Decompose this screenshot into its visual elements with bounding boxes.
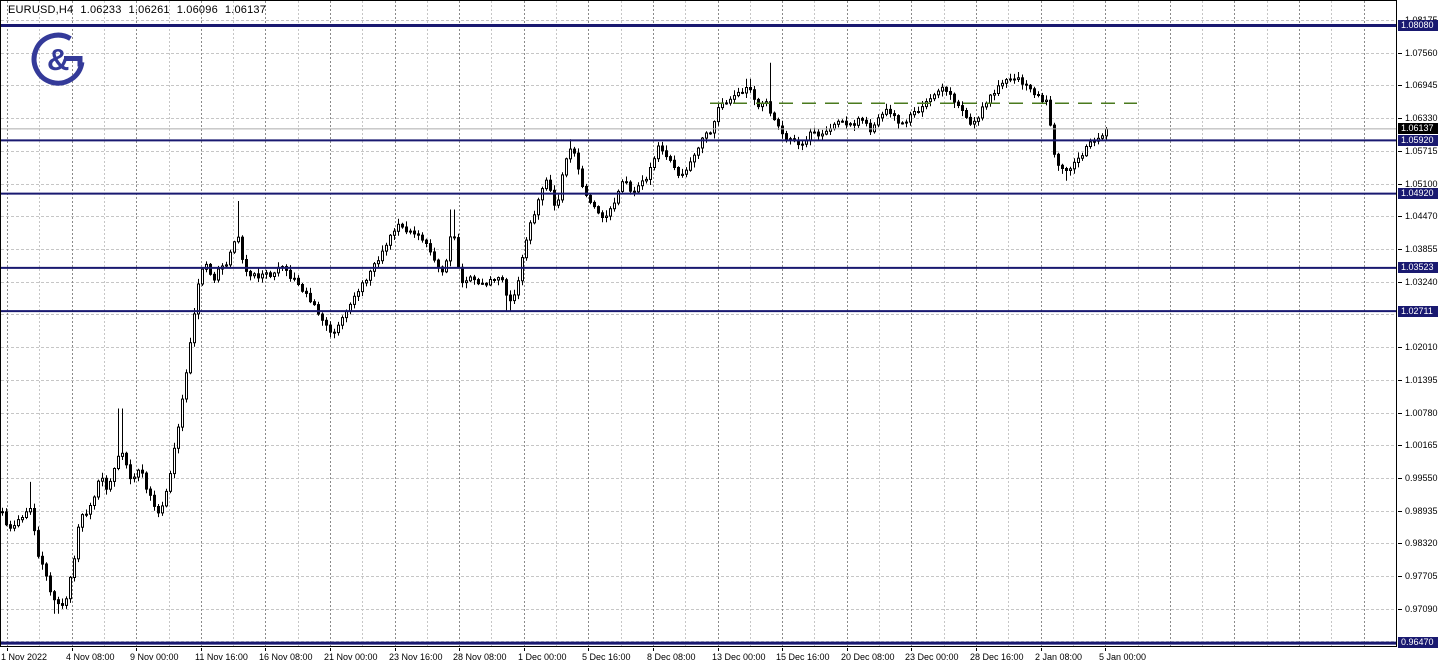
ohlc-low-value: 1.06096 xyxy=(176,4,218,16)
time-tick-mark xyxy=(136,648,137,651)
time-tick-label: 28 Dec 16:00 xyxy=(970,652,1024,662)
time-tick-mark xyxy=(330,648,331,651)
time-tick-mark xyxy=(524,648,525,651)
price-tick-label: 1.03240 xyxy=(1405,277,1438,287)
price-tick-label: 0.99550 xyxy=(1405,473,1438,483)
price-tick-mark xyxy=(1398,380,1402,381)
price-tick-mark xyxy=(1398,445,1402,446)
time-tick-label: 11 Nov 16:00 xyxy=(195,652,248,662)
ohlc-open-value: 1.06233 xyxy=(80,4,122,16)
price-level-label: 1.03523 xyxy=(1398,262,1438,273)
time-tick-label: 1 Nov 2022 xyxy=(1,652,48,662)
price-tick-label: 1.00780 xyxy=(1405,408,1438,418)
price-tick-label: 0.97705 xyxy=(1405,571,1438,581)
time-tick-label: 5 Jan 00:00 xyxy=(1099,652,1147,662)
price-level-label: 1.05920 xyxy=(1398,135,1438,146)
price-tick-label: 1.00165 xyxy=(1405,440,1438,450)
broker-logo-icon: & xyxy=(31,32,85,86)
candlestick-chart[interactable] xyxy=(0,0,1397,647)
time-tick-mark xyxy=(847,648,848,651)
time-tick-mark xyxy=(653,648,654,651)
time-axis[interactable]: 1 Nov 2022 4 Nov 08:00 9 Nov 00:00 11 Nov 1… xyxy=(0,648,1438,671)
price-tick-label: 1.01395 xyxy=(1405,375,1438,385)
price-tick-mark xyxy=(1398,478,1402,479)
price-level-label: 0.96470 xyxy=(1398,637,1438,648)
price-tick-label: 0.97090 xyxy=(1405,604,1438,614)
time-tick-mark xyxy=(459,648,460,651)
price-tick-mark xyxy=(1398,53,1402,54)
price-tick-mark xyxy=(1398,543,1402,544)
time-tick-mark xyxy=(72,648,73,651)
price-tick-mark xyxy=(1398,282,1402,283)
current-price-label: 1.06137 xyxy=(1398,123,1438,134)
symbol-timeframe-label: EURUSD,H4 xyxy=(8,4,74,16)
price-tick-mark xyxy=(1398,216,1402,217)
price-tick-mark xyxy=(1398,609,1402,610)
ohlc-close-value: 1.06137 xyxy=(224,4,267,16)
price-tick-mark xyxy=(1398,184,1402,185)
time-tick-label: 16 Nov 08:00 xyxy=(259,652,313,662)
time-tick-label: 20 Dec 08:00 xyxy=(841,652,895,662)
price-tick-label: 0.98935 xyxy=(1405,506,1438,516)
chart-title: EURUSD,H4 1.06233 1.06261 1.06096 1.06137 xyxy=(8,4,273,16)
time-tick-mark xyxy=(395,648,396,651)
price-tick-label: 1.03855 xyxy=(1405,244,1438,254)
logo-ampersand: & xyxy=(47,42,69,77)
price-tick-label: 1.06330 xyxy=(1405,113,1438,123)
price-tick-label: 1.06945 xyxy=(1405,80,1438,90)
time-tick-label: 23 Nov 16:00 xyxy=(389,652,443,662)
chart-plot-area[interactable]: EURUSD,H4 1.06233 1.06261 1.06096 1.06137 & xyxy=(0,0,1397,647)
time-tick-mark xyxy=(7,648,8,651)
time-tick-label: 1 Dec 00:00 xyxy=(518,652,567,662)
time-tick-label: 21 Nov 00:00 xyxy=(324,652,378,662)
price-axis[interactable]: 1.081751.075601.069451.063301.057151.051… xyxy=(1398,0,1438,648)
price-tick-label: 1.05100 xyxy=(1405,179,1438,189)
price-tick-mark xyxy=(1398,511,1402,512)
time-tick-mark xyxy=(718,648,719,651)
time-tick-mark xyxy=(782,648,783,651)
price-tick-label: 0.98320 xyxy=(1405,538,1438,548)
price-tick-mark xyxy=(1398,85,1402,86)
price-tick-label: 1.04470 xyxy=(1405,211,1438,221)
time-tick-label: 13 Dec 00:00 xyxy=(712,652,766,662)
time-tick-mark xyxy=(588,648,589,651)
price-tick-label: 1.02010 xyxy=(1405,342,1438,352)
price-tick-label: 1.05715 xyxy=(1405,146,1438,156)
price-level-label: 1.02711 xyxy=(1398,306,1438,317)
time-tick-label: 28 Nov 08:00 xyxy=(453,652,507,662)
price-level-label: 1.04920 xyxy=(1398,188,1438,199)
price-tick-mark xyxy=(1398,347,1402,348)
time-tick-label: 15 Dec 16:00 xyxy=(776,652,830,662)
time-tick-mark xyxy=(201,648,202,651)
price-tick-mark xyxy=(1398,413,1402,414)
price-tick-mark xyxy=(1398,151,1402,152)
time-tick-mark xyxy=(1041,648,1042,651)
time-tick-label: 2 Jan 08:00 xyxy=(1035,652,1083,662)
candle-series xyxy=(1,62,1108,614)
price-level-label: 1.08080 xyxy=(1398,20,1438,31)
plot-border xyxy=(0,0,1397,647)
price-tick-mark xyxy=(1398,118,1402,119)
ohlc-high-value: 1.06261 xyxy=(128,4,170,16)
time-tick-label: 5 Dec 16:00 xyxy=(582,652,631,662)
time-tick-mark xyxy=(911,648,912,651)
time-tick-mark xyxy=(1105,648,1106,651)
price-tick-mark xyxy=(1398,576,1402,577)
price-tick-mark xyxy=(1398,249,1402,250)
time-tick-mark xyxy=(976,648,977,651)
time-tick-label: 23 Dec 00:00 xyxy=(905,652,959,662)
time-tick-mark xyxy=(265,648,266,651)
price-tick-label: 1.07560 xyxy=(1405,48,1438,58)
time-tick-label: 9 Nov 00:00 xyxy=(130,652,179,662)
time-tick-label: 8 Dec 08:00 xyxy=(647,652,696,662)
time-tick-label: 4 Nov 08:00 xyxy=(66,652,115,662)
